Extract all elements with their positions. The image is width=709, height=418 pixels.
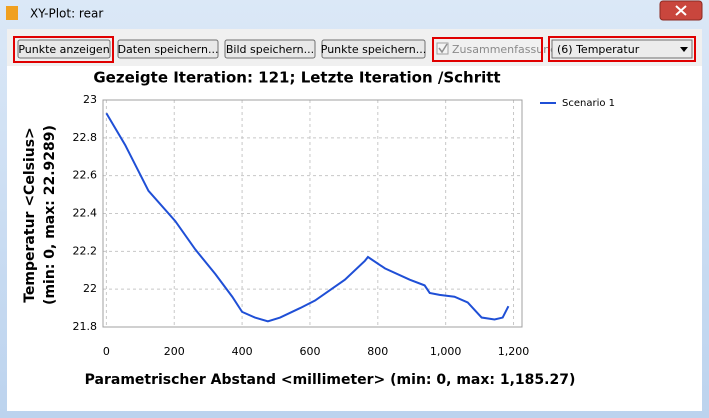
dropdown-arrow	[680, 47, 688, 52]
y-tick-label: 22.6	[73, 169, 98, 182]
x-tick-label: 1,000	[430, 345, 462, 358]
check-mark	[438, 43, 448, 54]
window-title: XY-Plot: rear	[30, 7, 103, 21]
checkbox[interactable]	[436, 42, 449, 55]
x-tick-label: 800	[367, 345, 388, 358]
highlight	[548, 36, 696, 62]
highlight	[432, 37, 543, 62]
toolbar-button[interactable]	[17, 39, 111, 59]
close-icon	[675, 5, 687, 16]
dropdown-label: (6) Temperatur	[557, 43, 640, 56]
plot-frame	[102, 99, 523, 328]
x-tick-label: 600	[299, 345, 320, 358]
checkbox-label: Zusammenfassung	[452, 43, 557, 56]
y-tick-label: 22.4	[73, 207, 98, 220]
legend-label: Scenario 1	[562, 98, 615, 109]
toolbar-button[interactable]	[321, 39, 426, 59]
chart-area	[7, 66, 702, 411]
button-label: Punkte anzeigen	[18, 43, 109, 56]
data-line	[105, 112, 510, 323]
x-tick-label: 1,200	[498, 345, 530, 358]
x-tick-label: 400	[232, 345, 253, 358]
x-tick-label: 200	[164, 345, 185, 358]
y-tick-label: 23	[83, 93, 97, 106]
app-icon	[6, 6, 18, 20]
button-label: Bild speichern...	[226, 43, 314, 56]
chart-title: Gezeigte Iteration: 121; Letzte Iteratio…	[93, 69, 500, 87]
dropdown[interactable]	[551, 39, 693, 59]
y-tick-label: 21.8	[73, 320, 98, 333]
x-axis-label: Parametrischer Abstand <millimeter> (min…	[85, 372, 576, 388]
x-tick-label: 0	[103, 345, 110, 358]
button-label: Punkte speichern...	[321, 43, 426, 56]
toolbar-button[interactable]	[224, 39, 316, 59]
toolbar-button[interactable]	[117, 39, 219, 59]
button-label: Daten speichern...	[118, 43, 219, 56]
y-axis-label: (min: 0, max: 22.9289)	[42, 125, 58, 305]
highlight	[13, 36, 114, 63]
y-tick-label: 22.8	[73, 131, 98, 144]
y-tick-label: 22	[83, 282, 97, 295]
y-axis-label: Temperatur <Celsius>	[22, 127, 38, 303]
y-tick-label: 22.2	[73, 244, 98, 257]
